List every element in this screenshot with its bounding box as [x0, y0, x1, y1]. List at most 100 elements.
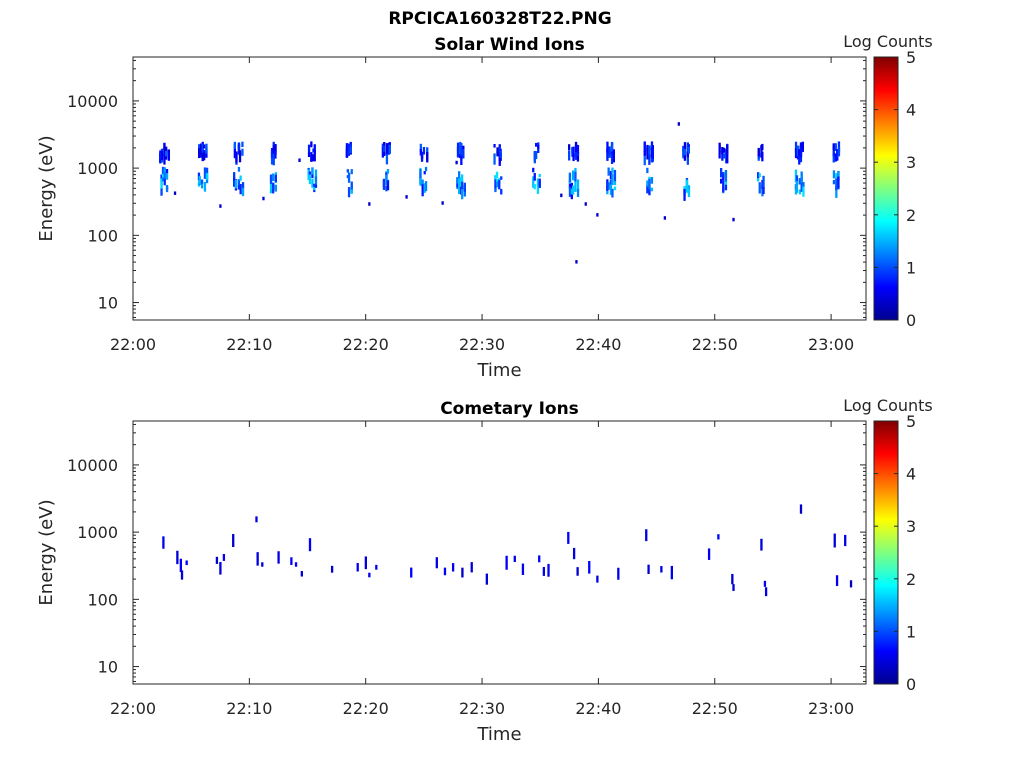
spectrogram-point	[330, 565, 334, 573]
spectrogram-cell	[383, 145, 386, 152]
figure-title: RPCICA160328T22.PNG	[388, 9, 611, 29]
spectrogram-cell	[576, 188, 580, 197]
spectrogram-cell	[345, 143, 349, 148]
spectrogram-cell	[314, 169, 318, 182]
spectrogram-cell	[205, 143, 208, 154]
spectrogram-cell	[463, 188, 466, 197]
spectrogram-cell	[350, 181, 353, 190]
spectrogram-cell	[800, 177, 803, 183]
spectrogram-cell	[499, 150, 502, 158]
spectrogram-cell	[307, 152, 311, 157]
spectrogram-point	[542, 567, 546, 576]
spectrogram-cell	[347, 172, 351, 183]
spectrogram-cell	[199, 143, 203, 151]
spectrogram-cell	[494, 188, 497, 193]
spectrogram-cell	[722, 180, 725, 192]
spectrogram-cell	[682, 147, 685, 157]
spectrogram-cell	[533, 184, 536, 190]
spectrogram-cell	[234, 179, 238, 189]
spectrogram-cell	[794, 148, 798, 159]
spectrogram-cell	[163, 177, 166, 186]
spectrogram-point	[707, 548, 711, 560]
spectrogram-cell	[837, 171, 840, 177]
colorbar-tick-label: 3	[906, 517, 916, 536]
spectrogram-cell	[310, 141, 313, 148]
x-tick-label: 22:30	[459, 335, 505, 354]
spectrogram-point	[173, 191, 177, 195]
spectrogram-point	[222, 554, 226, 561]
spectrogram-point	[262, 196, 265, 201]
spectrogram-cell	[311, 167, 314, 175]
spectrogram-point	[575, 260, 578, 264]
spectrogram-cell	[837, 146, 841, 157]
x-tick-label: 22:10	[226, 699, 272, 718]
spectrogram-cell	[239, 175, 242, 181]
spectrogram-cell	[203, 181, 207, 192]
x-tick-label: 22:30	[459, 699, 505, 718]
spectrogram-cell	[272, 153, 275, 166]
spectrogram-cell	[241, 141, 244, 147]
spectrogram-point	[647, 564, 650, 574]
spectrogram-cell	[532, 176, 535, 188]
spectrogram-cell	[757, 172, 760, 179]
spectrogram-cell	[648, 186, 651, 196]
spectrogram-point	[451, 563, 455, 572]
y-axis-label: Energy (eV)	[36, 499, 57, 605]
spectrogram-point	[485, 573, 489, 585]
spectrogram-cell	[795, 175, 799, 186]
spectrogram-cell	[385, 174, 388, 186]
y-tick-label: 1000	[77, 523, 118, 542]
spectrogram-cell	[724, 184, 728, 191]
spectrogram-cell	[167, 149, 170, 153]
data-marks	[159, 122, 841, 264]
spectrogram-cell	[493, 153, 496, 165]
spectrogram-cell	[159, 152, 162, 160]
spectrogram-cell	[794, 141, 798, 153]
spectrogram-cell	[648, 178, 651, 190]
spectrogram-cell	[493, 144, 496, 148]
x-axis-label: Time	[476, 724, 521, 745]
spectrogram-cell	[385, 185, 388, 192]
x-tick-label: 22:50	[692, 335, 738, 354]
spectrogram-cell	[272, 141, 275, 146]
spectrogram-cell	[163, 147, 166, 157]
spectrogram-cell	[536, 184, 540, 194]
spectrogram-cell	[758, 173, 761, 177]
spectrogram-cell	[201, 152, 204, 162]
spectrogram-point	[300, 571, 304, 577]
spectrogram-cell	[612, 151, 615, 163]
spectrogram-cell	[533, 152, 536, 161]
spectrogram-cell	[795, 181, 799, 193]
spectrogram-point	[290, 557, 293, 565]
colorbar-tick-label: 1	[906, 622, 916, 641]
spectrogram-cell	[237, 143, 241, 155]
spectrogram-point	[588, 560, 591, 574]
spectrogram-cell	[576, 153, 580, 162]
spectrogram-cell	[421, 184, 424, 194]
spectrogram-cell	[160, 148, 164, 152]
spectrogram-cell	[683, 186, 686, 190]
spectrogram-cell	[313, 186, 316, 190]
spectrogram-cell	[643, 153, 646, 166]
spectrogram-cell	[160, 151, 164, 161]
spectrogram-cell	[762, 175, 765, 188]
spectrogram-cell	[720, 168, 723, 178]
spectrogram-cell	[163, 153, 166, 165]
spectrogram-point	[176, 550, 179, 565]
spectrogram-point	[677, 122, 680, 126]
spectrogram-cell	[165, 150, 168, 157]
spectrogram-cell	[610, 142, 614, 146]
spectrogram-cell	[724, 180, 728, 185]
spectrogram-point	[255, 516, 258, 523]
spectrogram-point	[844, 534, 847, 547]
spectrogram-point	[663, 216, 667, 220]
spectrogram-point	[670, 565, 673, 580]
spectrogram-cell	[651, 148, 654, 159]
spectrogram-cell	[165, 172, 169, 180]
spectrogram-cell	[198, 148, 201, 159]
spectrogram-cell	[274, 150, 277, 159]
spectrogram-point	[596, 575, 599, 583]
spectrogram-cell	[718, 148, 721, 153]
spectrogram-cell	[203, 152, 206, 161]
